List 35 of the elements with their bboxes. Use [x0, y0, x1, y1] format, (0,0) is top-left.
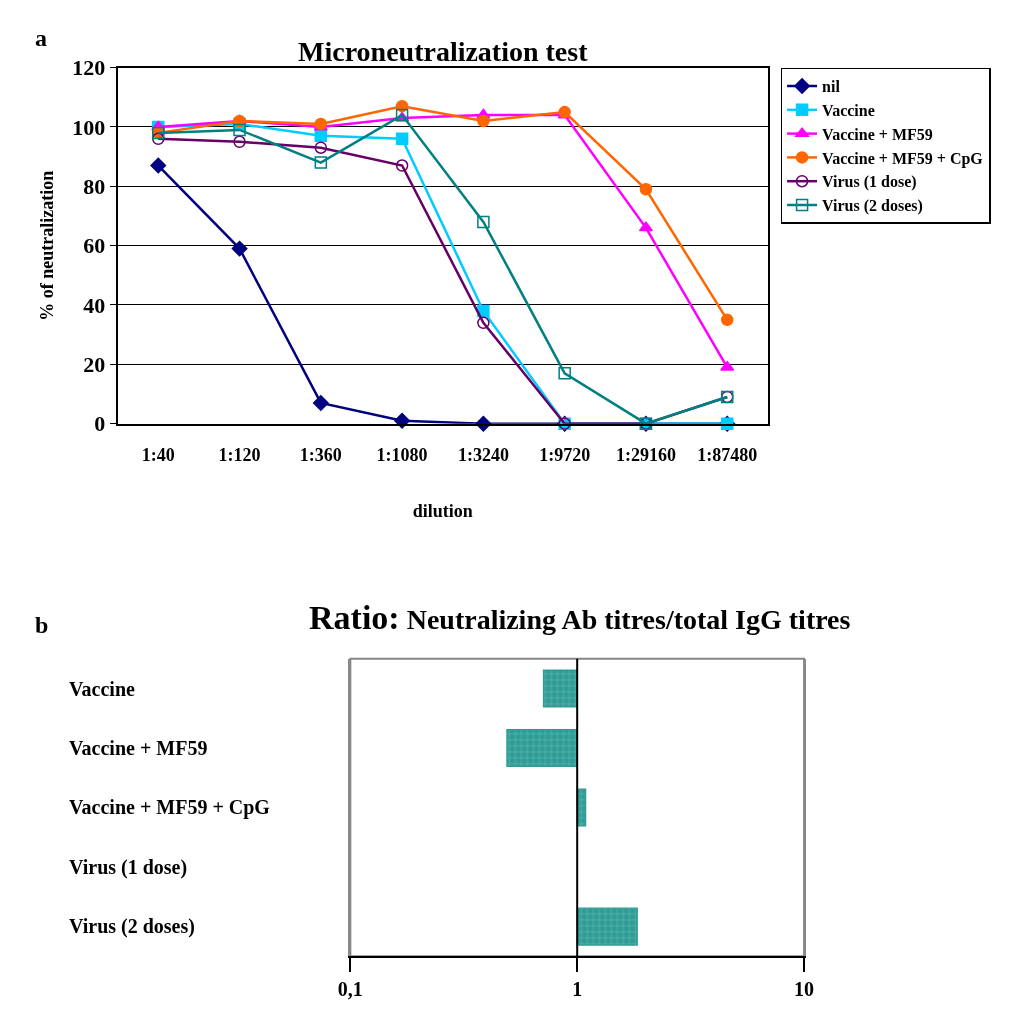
y-tick-label: 20 [83, 352, 106, 378]
chart-title: Microneutralization test [298, 36, 589, 67]
y-tick-label: 80 [83, 174, 106, 199]
x-tick-label: 1 [572, 978, 583, 1001]
legend-label: Vaccine + MF59 + CpG [822, 149, 984, 168]
x-axis-title: dilution [412, 500, 473, 521]
y-tick-label: Vaccine [69, 678, 136, 700]
y-tick-label: Vaccine + MF59 [69, 737, 208, 759]
y-tick-label: 40 [83, 292, 106, 318]
x-tick-label: 1:360 [299, 445, 342, 466]
x-tick-label: 1:1080 [376, 445, 428, 466]
y-tick-label: 60 [83, 233, 106, 259]
y-tick-label: 0 [94, 411, 106, 437]
x-tick-label: 1:87480 [697, 445, 758, 466]
x-tick-label: 1:40 [141, 445, 175, 466]
x-tick-label: 1:9720 [539, 445, 591, 466]
legend-label: Virus (1 dose) [822, 173, 917, 192]
legend-label: Vaccine + MF59 [822, 125, 933, 143]
y-tick-label: Virus (1 dose) [69, 856, 188, 879]
x-tick-label: 0,1 [337, 978, 363, 1001]
chart-title: Ratio: Neutralizing Ab titres/total IgG titres [309, 599, 851, 636]
legend-label: Virus (2 doses) [822, 197, 923, 216]
legend-label: Vaccine [822, 102, 875, 120]
text: a [35, 25, 47, 51]
x-tick-label: 1:3240 [457, 445, 509, 466]
text: b [35, 612, 49, 638]
x-tick-label: 1:120 [218, 445, 261, 466]
x-tick-label: 10 [794, 978, 815, 1001]
y-tick-label: 120 [72, 55, 106, 81]
x-tick-label: 1:29160 [615, 445, 676, 466]
legend-label: nil [822, 78, 841, 96]
y-tick-label: Virus (2 doses) [69, 915, 195, 938]
y-tick-label: Vaccine + MF59 + CpG [69, 796, 271, 819]
y-axis-title: % of neutralization [36, 170, 57, 321]
y-tick-label: 100 [72, 114, 106, 140]
